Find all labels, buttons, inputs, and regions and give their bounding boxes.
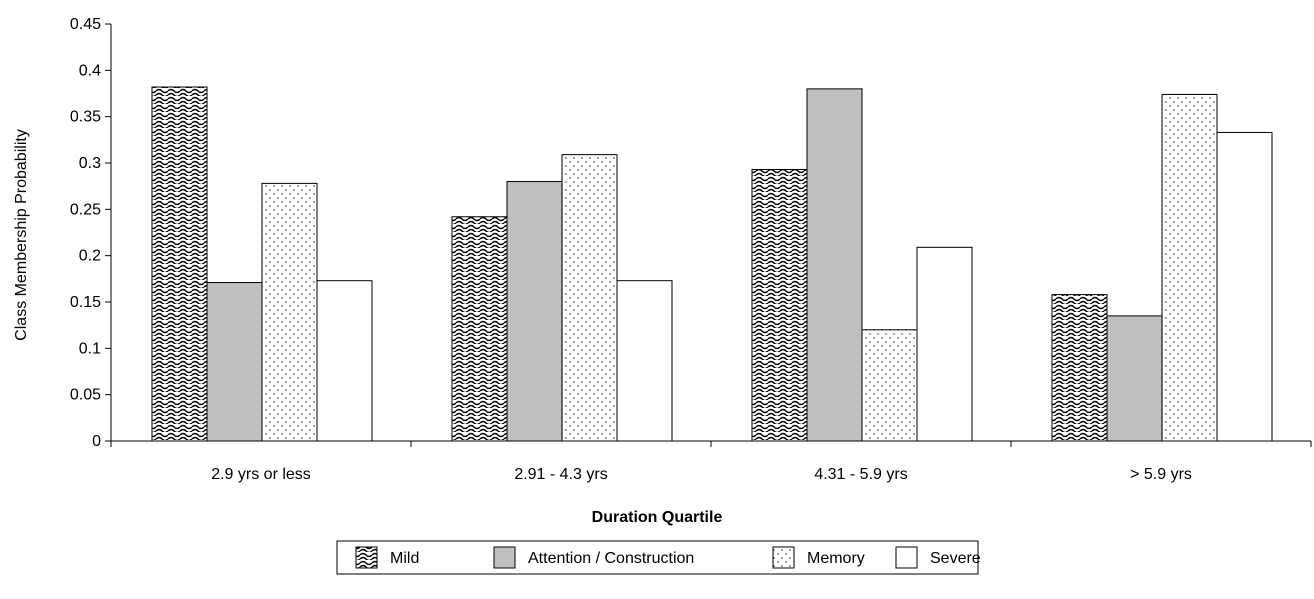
x-tick-label: 4.31 - 5.9 yrs [814,466,907,483]
legend-swatch [493,546,516,569]
legend-swatch [772,546,795,569]
legend-label: Mild [390,550,419,567]
x-tick-label: > 5.9 yrs [1130,466,1192,483]
bar-attention-construction [206,282,263,442]
bar-mild [151,86,208,442]
bar-severe [1216,131,1273,442]
bar-severe [616,280,673,442]
x-ticks: 2.9 yrs or less 2.91 - 4.3 yrs 4.31 - 5.9 … [110,441,1312,483]
bar-attention-construction [1106,315,1163,442]
y-tick-label: 0.05 [70,387,101,404]
bar-memory [561,154,618,442]
x-axis-title: Duration Quartile [592,509,723,526]
x-tick-label: 2.9 yrs or less [211,466,311,483]
legend: Mild Attention / Construction Memory Severe [336,540,981,575]
y-tick-label: 0 [92,433,101,450]
y-tick-label: 0.25 [70,201,101,218]
y-tick-label: 0.4 [79,62,101,79]
bar-mild [751,168,808,442]
y-tick-label: 0.2 [79,248,101,265]
bar-attention-construction [506,181,563,442]
y-tick-label: 0.3 [79,155,101,172]
bar-mild [451,216,508,442]
x-tick-label: 2.91 - 4.3 yrs [514,466,607,483]
legend-label: Attention / Construction [528,550,694,567]
legend-label: Severe [930,550,981,567]
plot-area [151,86,1273,442]
legend-swatch [355,546,378,569]
legend-swatch [895,546,918,569]
legend-frame [336,540,979,575]
y-tick-label: 0.15 [70,294,101,311]
legend-label: Memory [807,550,865,567]
bar-mild [1051,294,1108,442]
bar-attention-construction [806,88,863,442]
bar-severe [316,280,373,442]
bar-memory [861,329,918,442]
legend-items: Mild Attention / Construction Memory Severe [355,546,981,569]
y-ticks: 0 0.05 0.1 0.15 0.2 0.25 0.3 0.35 0.4 0.45 [70,16,111,450]
y-tick-label: 0.35 [70,109,101,126]
bar-memory [261,182,318,442]
bar-severe [916,246,973,442]
y-axis-title: Class Membership Probability [13,129,30,341]
y-tick-label: 0.1 [79,340,101,357]
y-tick-label: 0.45 [70,16,101,33]
y-axis: 0 0.05 0.1 0.15 0.2 0.25 0.3 0.35 0.4 0.45 [70,16,112,450]
x-axis: 2.9 yrs or less 2.91 - 4.3 yrs 4.31 - 5.9 … [110,440,1312,483]
bar-memory [1161,93,1218,442]
